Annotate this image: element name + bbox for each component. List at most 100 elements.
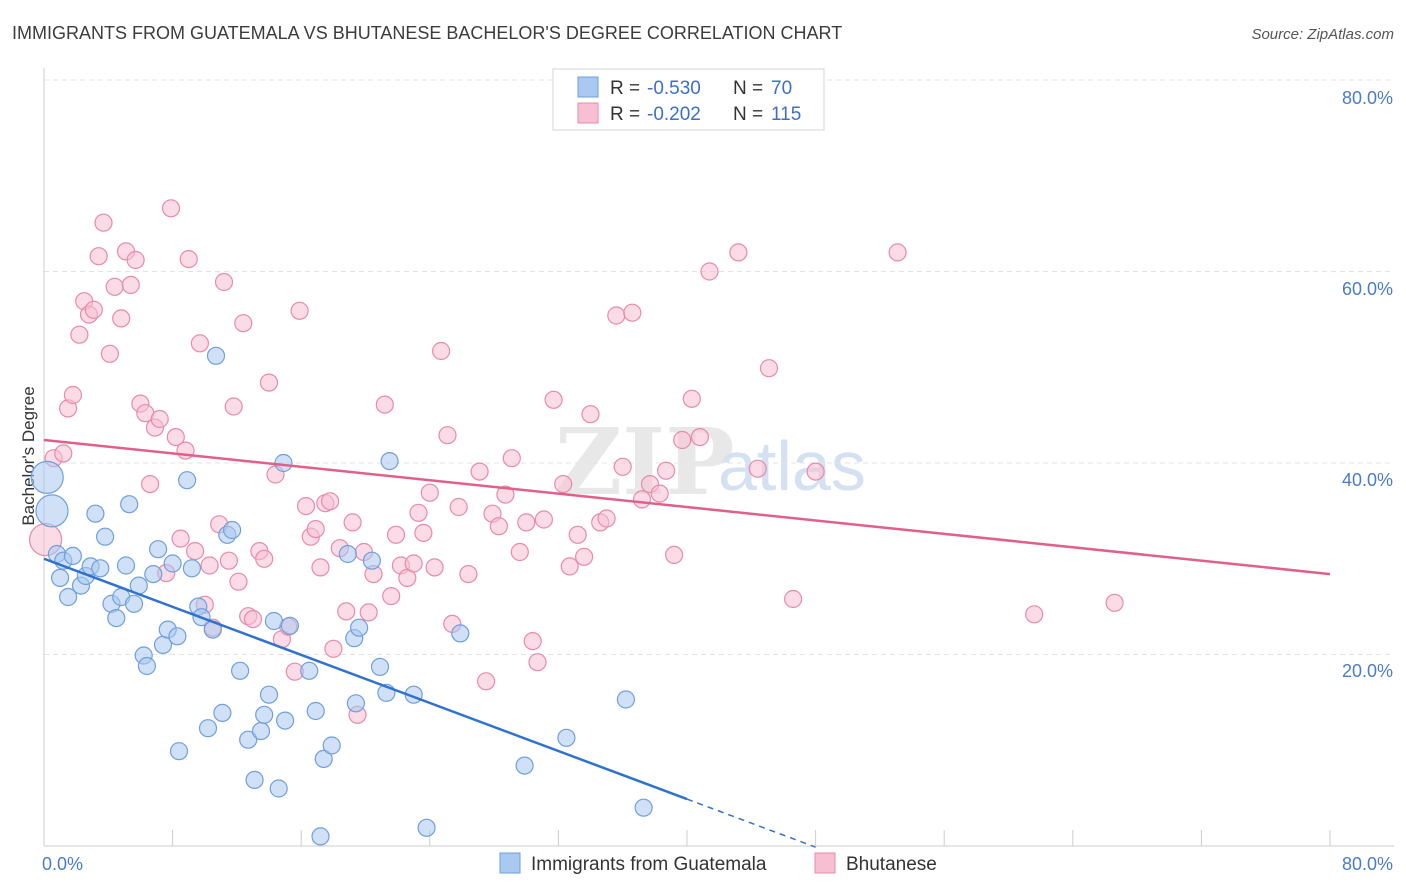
point-bhutanese [243, 609, 263, 629]
point-guatemala [350, 618, 369, 637]
y-tick-label: 80.0% [1342, 88, 1393, 108]
bottom-legend-swatch-guatemala [499, 852, 521, 874]
point-guatemala [86, 504, 105, 523]
trend-line-bhutanese [43, 438, 1331, 576]
point-bhutanese [528, 653, 547, 672]
point-guatemala [251, 721, 271, 741]
point-guatemala [362, 551, 381, 570]
point-guatemala [380, 452, 399, 471]
watermark-atlas: atlas [718, 427, 866, 505]
point-guatemala [417, 818, 436, 837]
legend-n-value: 70 [771, 78, 792, 99]
legend-swatch-guatemala [577, 76, 599, 98]
x-tick-label-right: 80.0% [1342, 854, 1393, 874]
point-guatemala [276, 711, 295, 730]
legend-n-label: N = [733, 104, 763, 125]
point-guatemala [370, 657, 390, 677]
point-bhutanese [597, 509, 616, 528]
point-bhutanese [420, 483, 439, 502]
point-bhutanese [656, 461, 676, 480]
point-guatemala [50, 568, 70, 588]
point-bhutanese [534, 510, 554, 529]
point-bhutanese [70, 325, 89, 344]
point-guatemala [515, 756, 534, 775]
point-guatemala [178, 471, 197, 490]
point-bhutanese [54, 444, 73, 463]
bottom-legend-label-guatemala: Immigrants from Guatemala [531, 854, 767, 875]
legend-box: R = -0.530 N = 70 R = -0.202 N = 115 [552, 68, 825, 131]
point-bhutanese [632, 490, 652, 509]
point-guatemala [239, 730, 258, 749]
point-bhutanese [324, 639, 343, 658]
bottom-legend-label-bhutanese: Bhutanese [846, 854, 937, 875]
legend-n-label: N = [733, 78, 763, 99]
point-bhutanese [459, 564, 478, 584]
point-bhutanese [449, 497, 468, 517]
point-bhutanese [409, 503, 428, 522]
chart-source: Source: ZipAtlas.com [1251, 26, 1394, 43]
point-bhutanese [432, 341, 451, 361]
point-guatemala [338, 544, 357, 564]
point-bhutanese [664, 545, 684, 565]
point-bhutanese [690, 428, 710, 447]
point-bhutanese [311, 558, 330, 577]
point-guatemala [322, 736, 341, 755]
point-bhutanese [190, 334, 209, 353]
point-bhutanese [224, 397, 243, 416]
point-bhutanese [306, 519, 325, 539]
point-bhutanese [386, 525, 406, 544]
point-guatemala [634, 798, 653, 817]
point-guatemala [137, 656, 156, 676]
point-bhutanese [613, 457, 632, 476]
point-guatemala [280, 616, 299, 635]
point-bhutanese [574, 547, 594, 566]
y-tick-labels: 80.0% 60.0% 40.0% 20.0% [1342, 88, 1393, 681]
point-guatemala [264, 611, 283, 631]
point-bhutanese [581, 405, 600, 424]
point-bhutanese [105, 277, 124, 296]
point-guatemala [169, 742, 189, 761]
point-guatemala [163, 554, 182, 573]
legend-r-value: -0.202 [647, 104, 701, 125]
point-bhutanese [510, 542, 529, 562]
point-guatemala [144, 564, 163, 584]
point-guatemala [557, 728, 576, 747]
point-guatemala [168, 627, 187, 646]
point-bhutanese [259, 373, 279, 392]
point-bhutanese [1025, 605, 1044, 624]
point-guatemala [182, 559, 201, 578]
point-bhutanese [650, 484, 669, 503]
chart-title: IMMIGRANTS FROM GUATEMALA VS BHUTANESE B… [12, 23, 842, 43]
point-bhutanese [470, 462, 489, 481]
point-bhutanese [477, 672, 496, 691]
y-axis-label: Bachelor's Degree [19, 386, 38, 525]
point-bhutanese [414, 523, 433, 543]
point-bhutanese [359, 603, 378, 622]
point-guatemala [116, 556, 136, 575]
point-bhutanese [806, 462, 825, 481]
point-bhutanese [748, 459, 767, 478]
trend-line-guatemala [43, 557, 688, 801]
point-bhutanese [214, 272, 234, 292]
point-bhutanese [607, 306, 626, 325]
point-bhutanese [673, 430, 692, 450]
series-guatemala-points [30, 346, 653, 846]
point-guatemala [95, 527, 115, 546]
point-bhutanese [496, 485, 515, 504]
point-bhutanese [1105, 593, 1124, 612]
point-bhutanese [404, 554, 423, 573]
point-bhutanese [161, 199, 181, 218]
point-bhutanese [343, 513, 362, 532]
point-bhutanese [290, 301, 309, 320]
point-guatemala [198, 719, 218, 738]
gridlines [44, 79, 1394, 655]
point-guatemala [58, 587, 78, 607]
point-guatemala [311, 827, 330, 846]
point-bhutanese [523, 631, 542, 651]
point-bhutanese [219, 551, 238, 570]
point-bhutanese [89, 247, 108, 266]
point-bhutanese [234, 314, 253, 333]
trend-lines [43, 438, 1331, 848]
point-guatemala [149, 540, 168, 559]
point-guatemala [616, 690, 636, 709]
